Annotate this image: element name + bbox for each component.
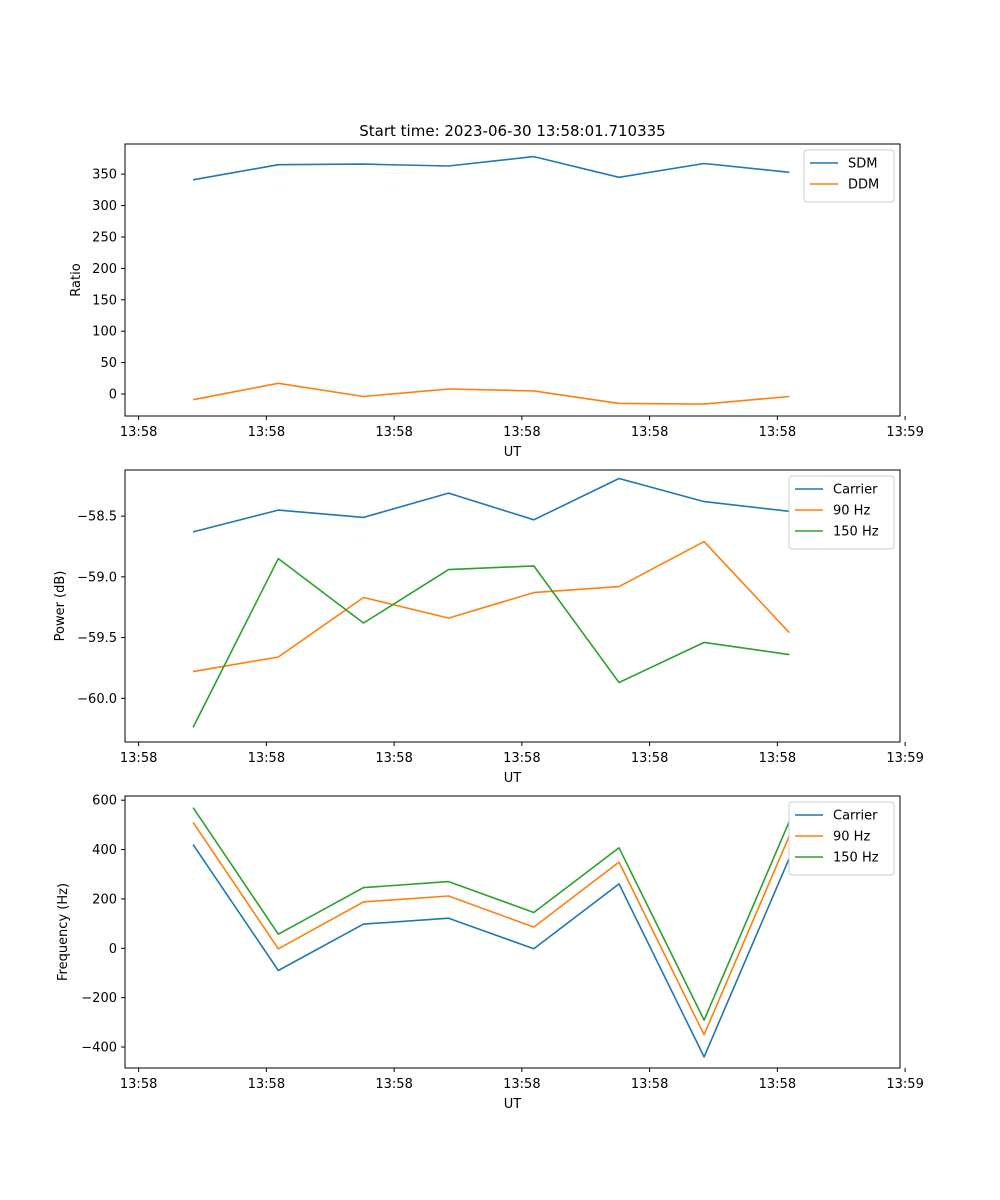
y-axis-label: Ratio: [69, 263, 84, 296]
y-axis-label: Frequency (Hz): [56, 883, 71, 981]
legend-label: Carrier: [833, 483, 878, 498]
x-tick-label: 13:58: [503, 1077, 540, 1092]
legend: Carrier 90 Hz 150 Hz: [788, 801, 895, 876]
y-tick-label: 0: [109, 388, 117, 403]
legend-label: Carrier: [833, 809, 878, 824]
series-line: [192, 540, 790, 673]
y-tick-label: 50: [100, 356, 117, 371]
x-tick-label: 13:58: [248, 1077, 285, 1092]
legend-label: SDM: [848, 157, 877, 172]
subplot-power: UT Power (dB) 13:58 13:58 13:58 13:58 13:58 1…: [53, 469, 924, 786]
legend: Carrier 90 Hz 150 Hz: [788, 475, 895, 550]
y-tick-label: −400: [81, 1041, 117, 1056]
y-tick-label: −200: [81, 991, 117, 1006]
x-tick-label: 13:58: [759, 425, 796, 440]
x-tick-label: 13:58: [759, 751, 796, 766]
y-tick-label: 150: [92, 293, 117, 308]
x-tick-label: 13:58: [375, 751, 412, 766]
x-axis-label: UT: [504, 1097, 522, 1112]
y-tick-label: 350: [92, 168, 117, 183]
series-line: [192, 382, 790, 405]
x-tick-label: 13:58: [375, 425, 412, 440]
x-axis-label: UT: [504, 771, 522, 786]
axes-frame: [124, 143, 901, 417]
x-tick-label: 13:58: [375, 1077, 412, 1092]
series-line: [192, 557, 790, 728]
legend-label: 90 Hz: [833, 504, 870, 519]
y-axis-label: Power (dB): [53, 571, 68, 642]
series-line: [192, 844, 791, 1058]
x-tick-label: 13:58: [120, 425, 157, 440]
legend-label: 90 Hz: [833, 830, 870, 845]
series-line: [192, 155, 790, 181]
axes-frame: [124, 469, 901, 743]
y-tick-label: 100: [92, 325, 117, 340]
x-tick-label: 13:58: [248, 751, 285, 766]
y-tick-label: 600: [92, 794, 117, 809]
y-tick-label: 250: [92, 230, 117, 245]
axes-frame: [124, 795, 901, 1069]
y-tick-label: −59.5: [77, 631, 117, 646]
x-tick-label: 13:58: [120, 1077, 157, 1092]
x-tick-label: 13:59: [886, 425, 923, 440]
legend: SDM DDM: [803, 149, 895, 203]
y-tick-label: 0: [109, 942, 117, 957]
subplot-ratio: Start time: 2023-06-30 13:58:01.710335 U…: [69, 122, 924, 460]
x-tick-label: 13:59: [886, 1077, 923, 1092]
series-line: [192, 807, 791, 1021]
x-tick-label: 13:59: [886, 751, 923, 766]
x-tick-label: 13:58: [248, 425, 285, 440]
y-tick-label: −59.0: [77, 570, 117, 585]
x-tick-label: 13:58: [503, 751, 540, 766]
x-tick-label: 13:58: [631, 751, 668, 766]
y-tick-label: 300: [92, 199, 117, 214]
series-line: [192, 477, 790, 533]
x-tick-label: 13:58: [631, 1077, 668, 1092]
subplot-frequency: UT Frequency (Hz) 13:58 13:58 13:58 13:58 13…: [56, 794, 924, 1112]
y-tick-label: 200: [92, 892, 117, 907]
y-tick-label: 200: [92, 262, 117, 277]
legend-label: 150 Hz: [833, 851, 879, 866]
x-tick-label: 13:58: [120, 751, 157, 766]
x-axis-label: UT: [504, 445, 522, 460]
x-tick-label: 13:58: [759, 1077, 796, 1092]
legend-label: 150 Hz: [833, 525, 879, 540]
x-tick-label: 13:58: [631, 425, 668, 440]
series-line: [192, 821, 791, 1036]
legend-label: DDM: [848, 178, 879, 193]
y-tick-label: 400: [92, 843, 117, 858]
chart-title: Start time: 2023-06-30 13:58:01.710335: [359, 122, 665, 140]
y-tick-label: −58.5: [77, 510, 117, 525]
y-tick-label: −60.0: [77, 692, 117, 707]
x-tick-label: 13:58: [503, 425, 540, 440]
